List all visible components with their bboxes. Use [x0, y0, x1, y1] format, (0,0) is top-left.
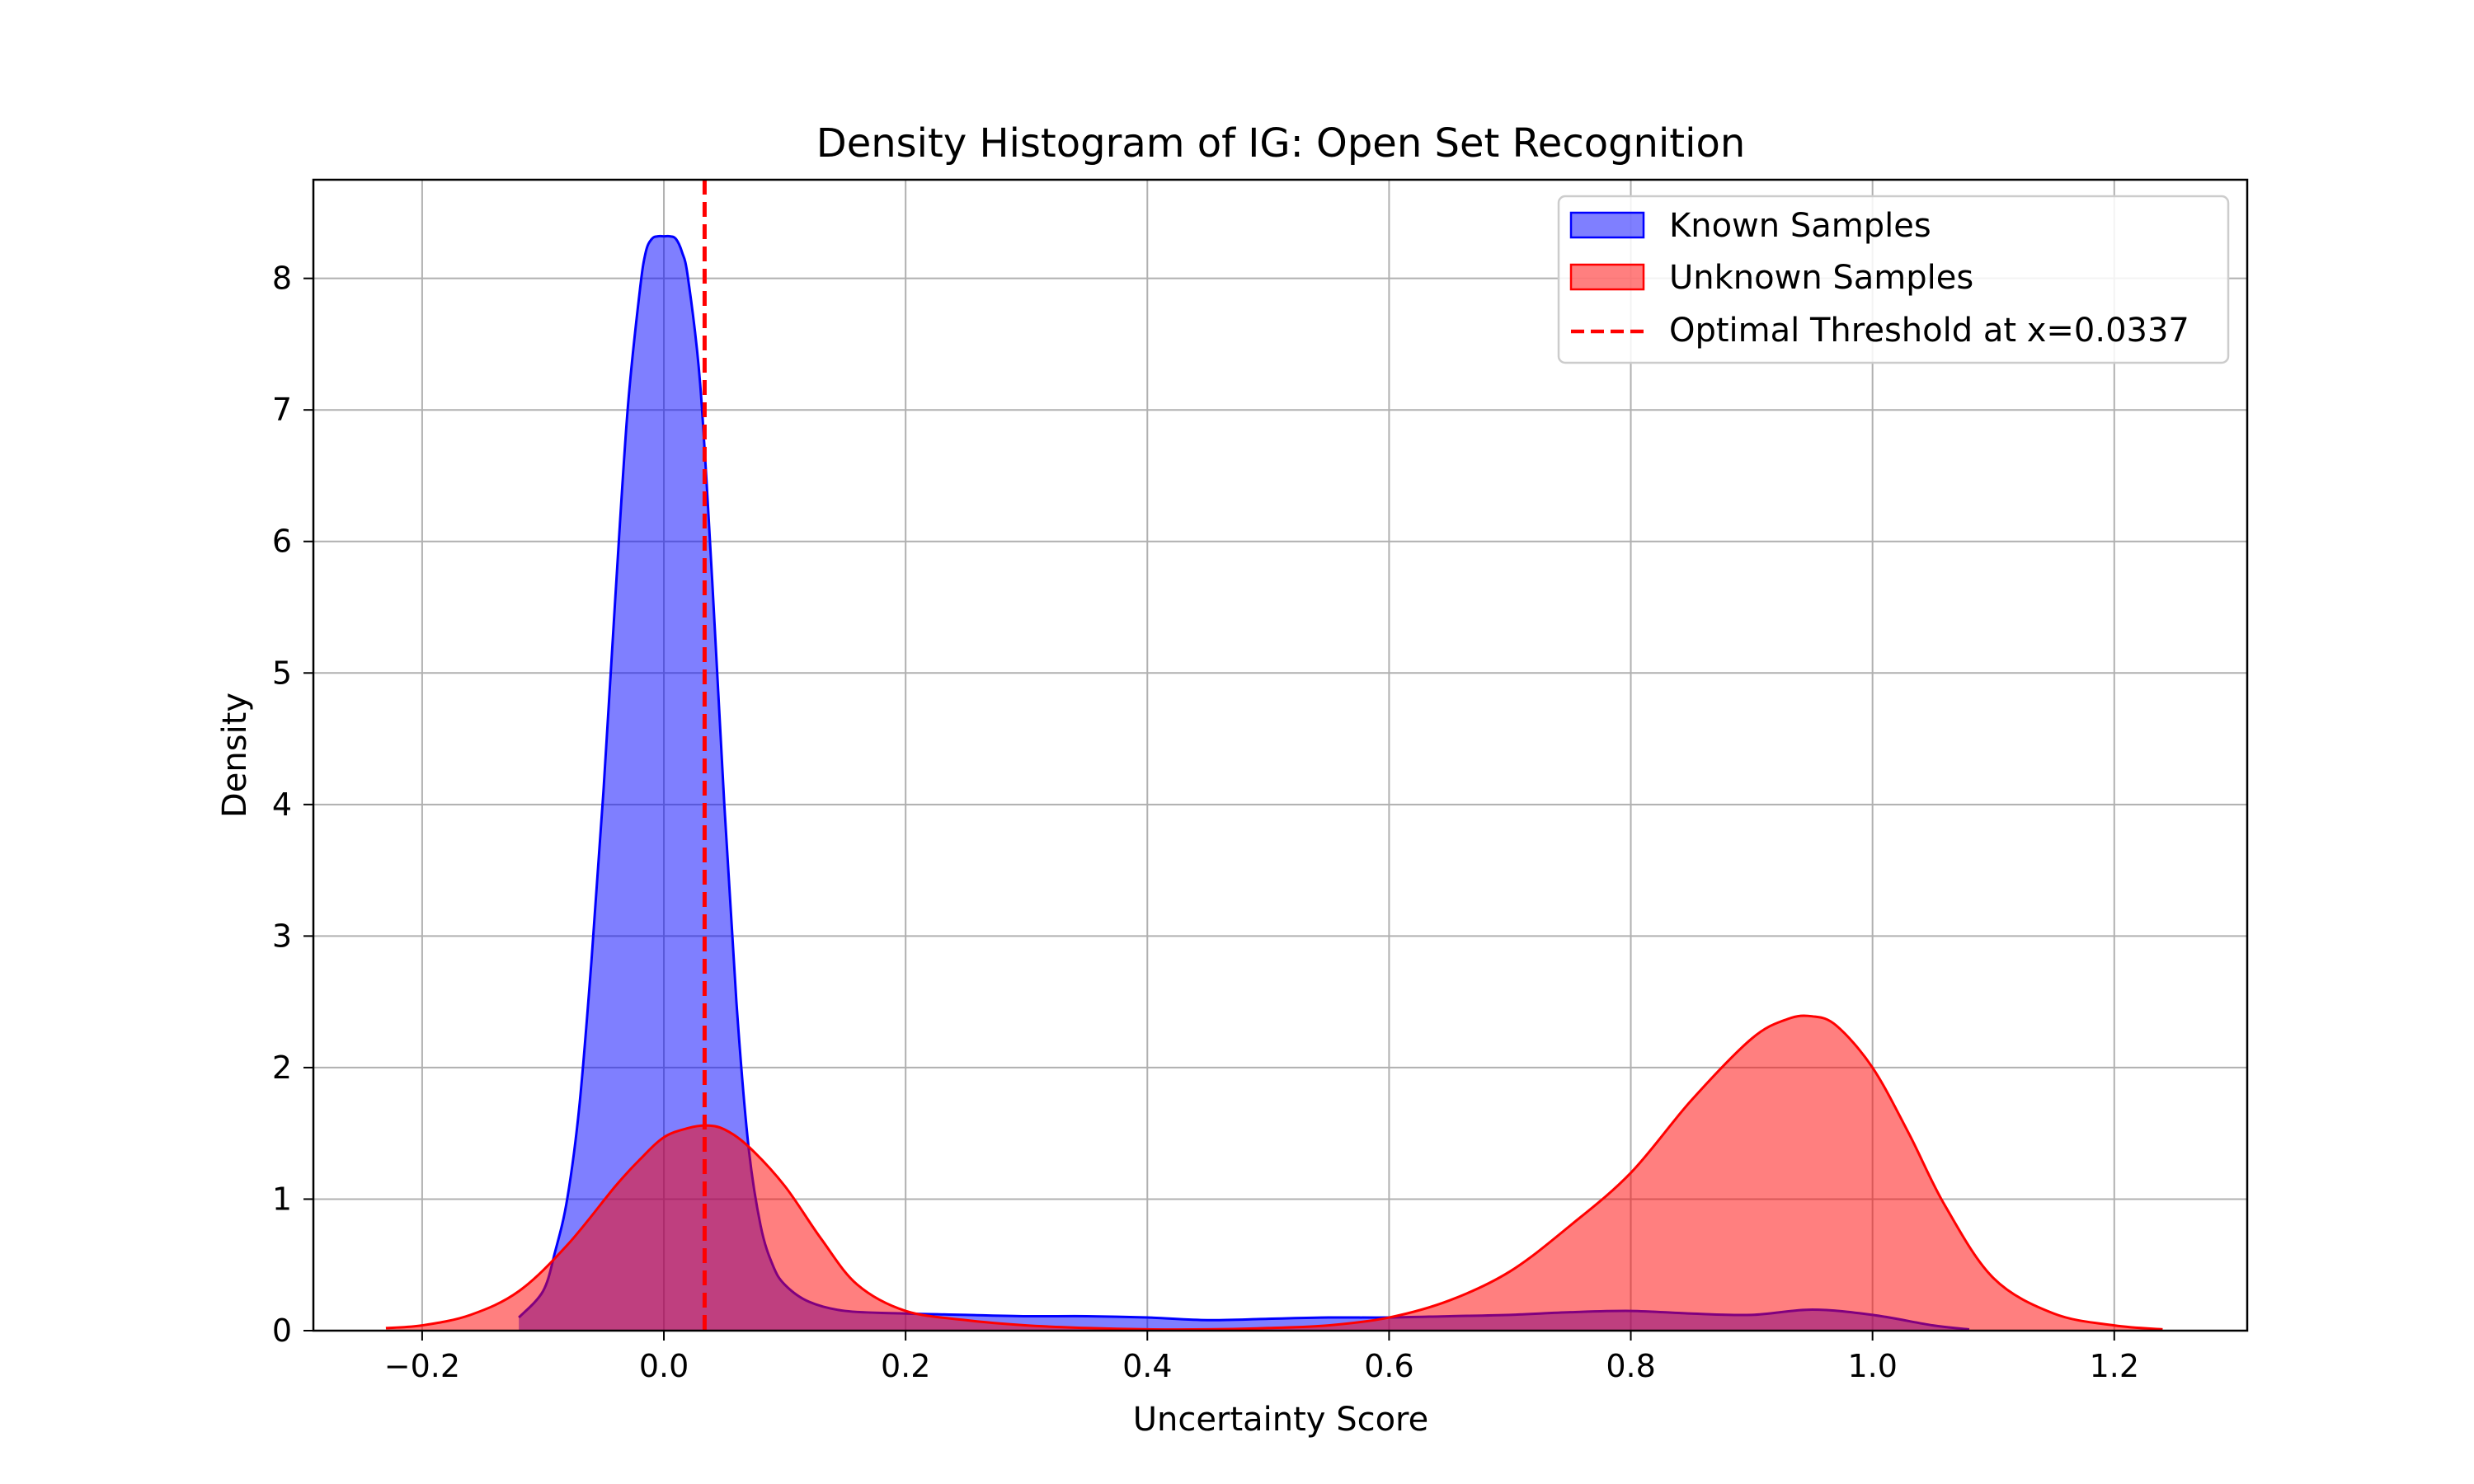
legend-swatch-known: [1569, 211, 1645, 239]
density-areas: [385, 234, 2163, 1331]
legend-swatch-unknown: [1569, 263, 1645, 291]
legend-label-threshold: Optimal Threshold at x=0.0337: [1669, 312, 2189, 350]
x-axis-title: Uncertainty Score: [1133, 1401, 1428, 1439]
x-tick-label: 0.6: [1364, 1348, 1413, 1384]
x-tick-label: −0.2: [384, 1348, 460, 1384]
y-tick-label: 4: [272, 787, 292, 823]
y-tick-label: 6: [272, 524, 292, 560]
x-tick-label: 0.0: [639, 1348, 689, 1384]
y-tick-label: 5: [272, 655, 292, 691]
x-tick-label: 1.2: [2090, 1348, 2139, 1384]
x-tick-label: 0.4: [1122, 1348, 1172, 1384]
y-tick-label: 7: [272, 392, 292, 428]
x-tick-label: 0.2: [881, 1348, 930, 1384]
legend-box: [1557, 195, 2230, 364]
density-line-unknown: [385, 1014, 2163, 1331]
y-tick-label: 1: [272, 1181, 292, 1217]
y-tick-label: 2: [272, 1050, 292, 1086]
legend-label-known: Known Samples: [1669, 207, 1931, 245]
chart-title: Density Histogram of IG: Open Set Recogn…: [816, 120, 1746, 167]
x-tick-label: 0.8: [1606, 1348, 1655, 1384]
plot-frame: [312, 178, 2249, 1332]
legend: Known Samples Unknown Samples Optimal Th…: [1557, 195, 2230, 364]
x-tick-label: 1.0: [1847, 1348, 1897, 1384]
y-axis-title: Density: [216, 693, 254, 818]
axis-ticks: −0.2 0.0 0.2 0.4 0.6 0.8 1.0 1.2 0 1 2 3 4 5 6 7 8: [272, 261, 2139, 1384]
legend-label-unknown: Unknown Samples: [1669, 259, 1973, 297]
y-tick-label: 0: [272, 1313, 292, 1349]
y-tick-label: 8: [272, 261, 292, 297]
y-tick-label: 3: [272, 918, 292, 954]
